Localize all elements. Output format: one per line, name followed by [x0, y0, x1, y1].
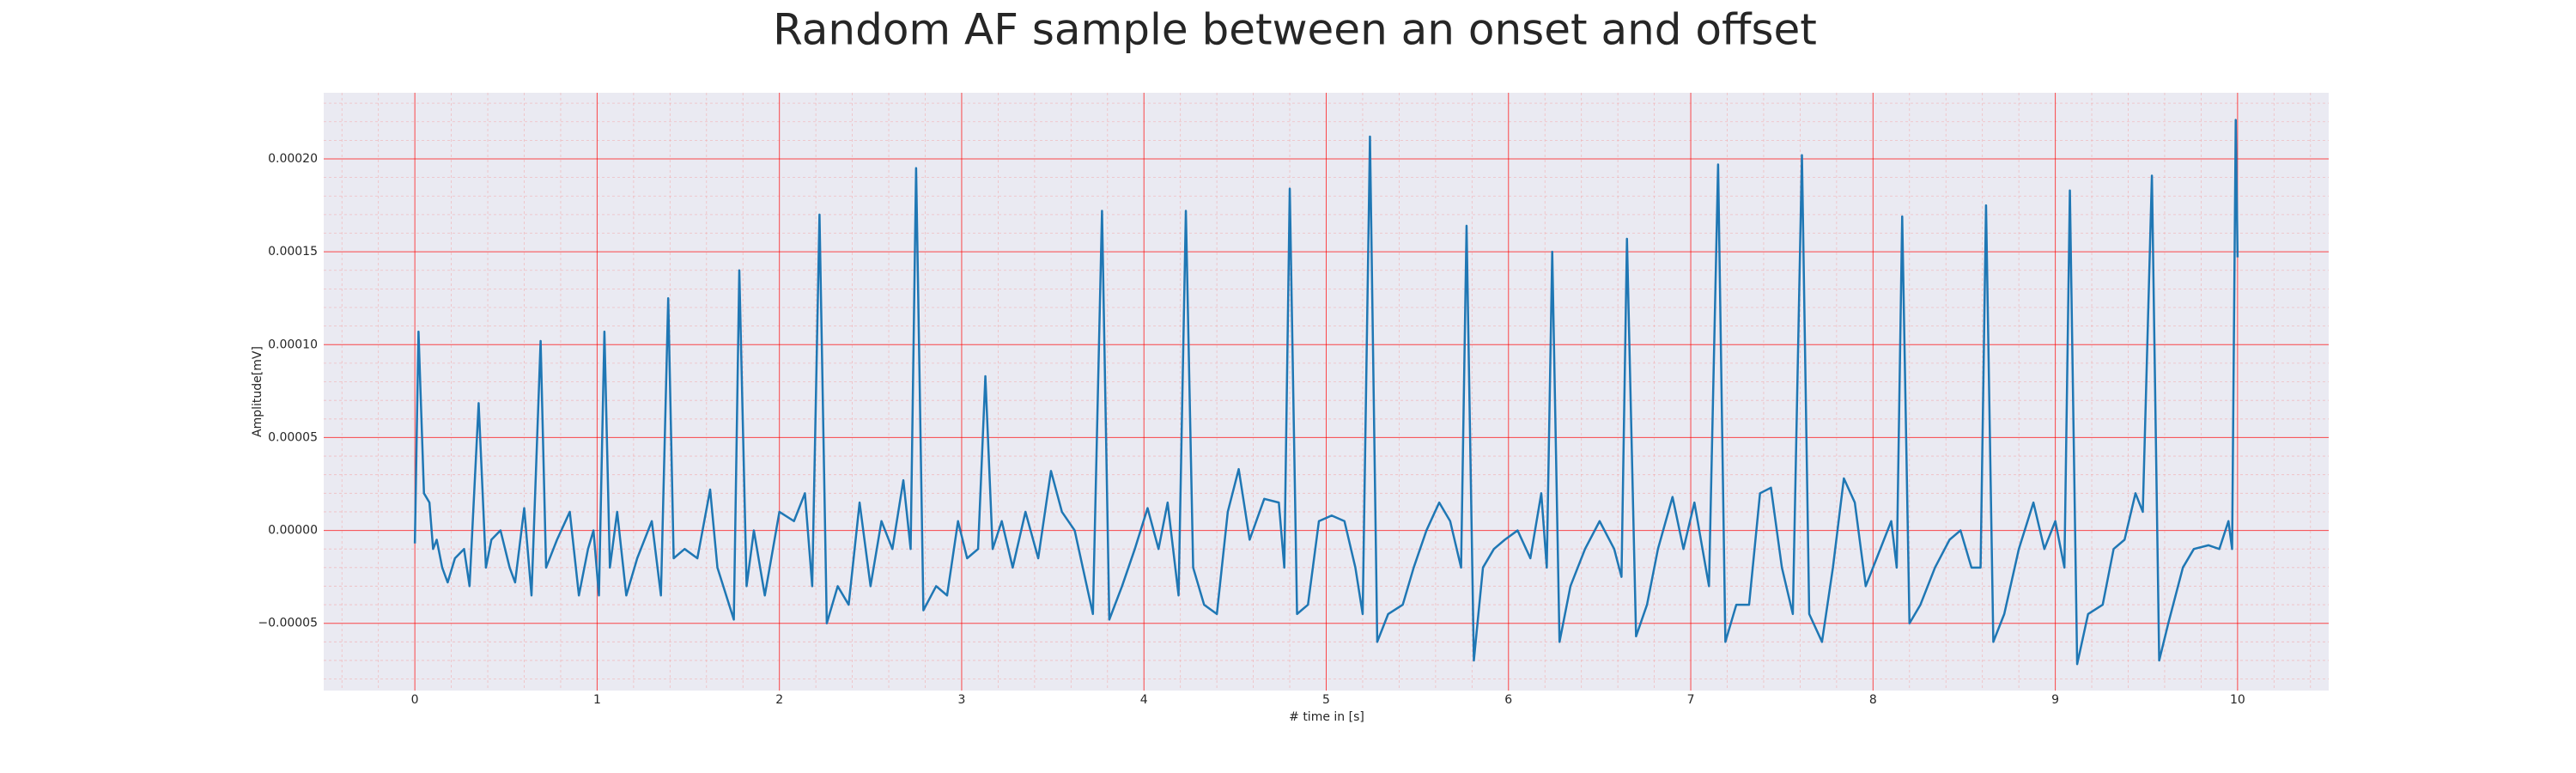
y-tick-label: 0.00000	[268, 524, 318, 538]
y-tick-label: 0.00010	[268, 338, 318, 351]
y-tick-label: 0.00020	[268, 152, 318, 166]
x-tick-label: 5	[1322, 693, 1330, 707]
x-tick-label: 2	[775, 693, 783, 707]
x-axis-label: # time in [s]	[1289, 710, 1364, 724]
x-tick-label: 10	[2230, 693, 2245, 707]
marks	[413, 119, 2239, 666]
y-tick-label: −0.00005	[258, 617, 318, 630]
x-tick-label: 8	[1869, 693, 1877, 707]
x-tick-label: 7	[1687, 693, 1695, 707]
x-tick-label: 6	[1504, 693, 1512, 707]
x-tick-label: 0	[411, 693, 419, 707]
x-tick-label: 3	[957, 693, 965, 707]
x-tick-label: 4	[1140, 693, 1148, 707]
y-tick-label: 0.00015	[268, 245, 318, 259]
y-tick-label: 0.00005	[268, 430, 318, 444]
chart-title: Random AF sample between an onset and of…	[773, 5, 1817, 55]
grid	[324, 93, 2329, 691]
x-tick-label: 1	[593, 693, 601, 707]
signal-line	[413, 119, 2239, 666]
x-tick-label: 9	[2051, 693, 2059, 707]
y-axis-label: Amplitude[mV]	[251, 346, 264, 437]
